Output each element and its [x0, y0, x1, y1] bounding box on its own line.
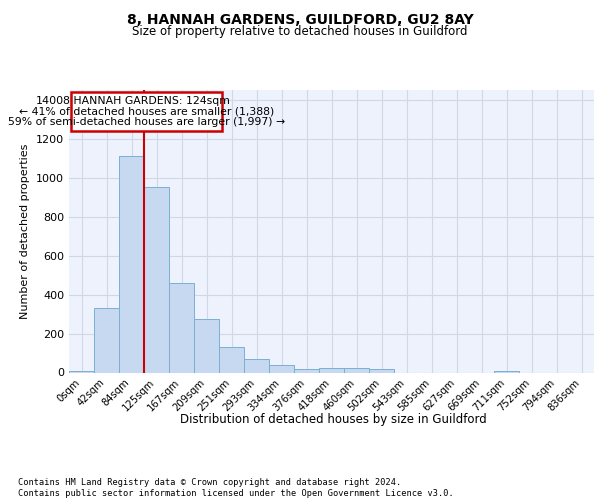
Text: Distribution of detached houses by size in Guildford: Distribution of detached houses by size …: [179, 412, 487, 426]
Text: Size of property relative to detached houses in Guildford: Size of property relative to detached ho…: [132, 25, 468, 38]
Text: 59% of semi-detached houses are larger (1,997) →: 59% of semi-detached houses are larger (…: [8, 117, 285, 127]
Bar: [119, 156, 144, 372]
Bar: [294, 368, 319, 372]
Bar: [144, 188, 169, 372]
Bar: [369, 368, 394, 372]
Bar: [94, 308, 119, 372]
FancyBboxPatch shape: [71, 92, 221, 132]
Y-axis label: Number of detached properties: Number of detached properties: [20, 144, 31, 319]
Bar: [494, 370, 519, 372]
Text: 8, HANNAH GARDENS, GUILDFORD, GU2 8AY: 8, HANNAH GARDENS, GUILDFORD, GU2 8AY: [127, 12, 473, 26]
Bar: [244, 359, 269, 372]
Bar: [219, 347, 244, 372]
Bar: [344, 368, 369, 372]
Bar: [319, 368, 344, 372]
Text: Contains HM Land Registry data © Crown copyright and database right 2024.
Contai: Contains HM Land Registry data © Crown c…: [18, 478, 454, 498]
Bar: [169, 283, 194, 372]
Bar: [269, 364, 294, 372]
Bar: [194, 319, 219, 372]
Text: 8 HANNAH GARDENS: 124sqm: 8 HANNAH GARDENS: 124sqm: [63, 96, 230, 106]
Text: ← 41% of detached houses are smaller (1,388): ← 41% of detached houses are smaller (1,…: [19, 106, 274, 117]
Bar: [69, 370, 94, 372]
